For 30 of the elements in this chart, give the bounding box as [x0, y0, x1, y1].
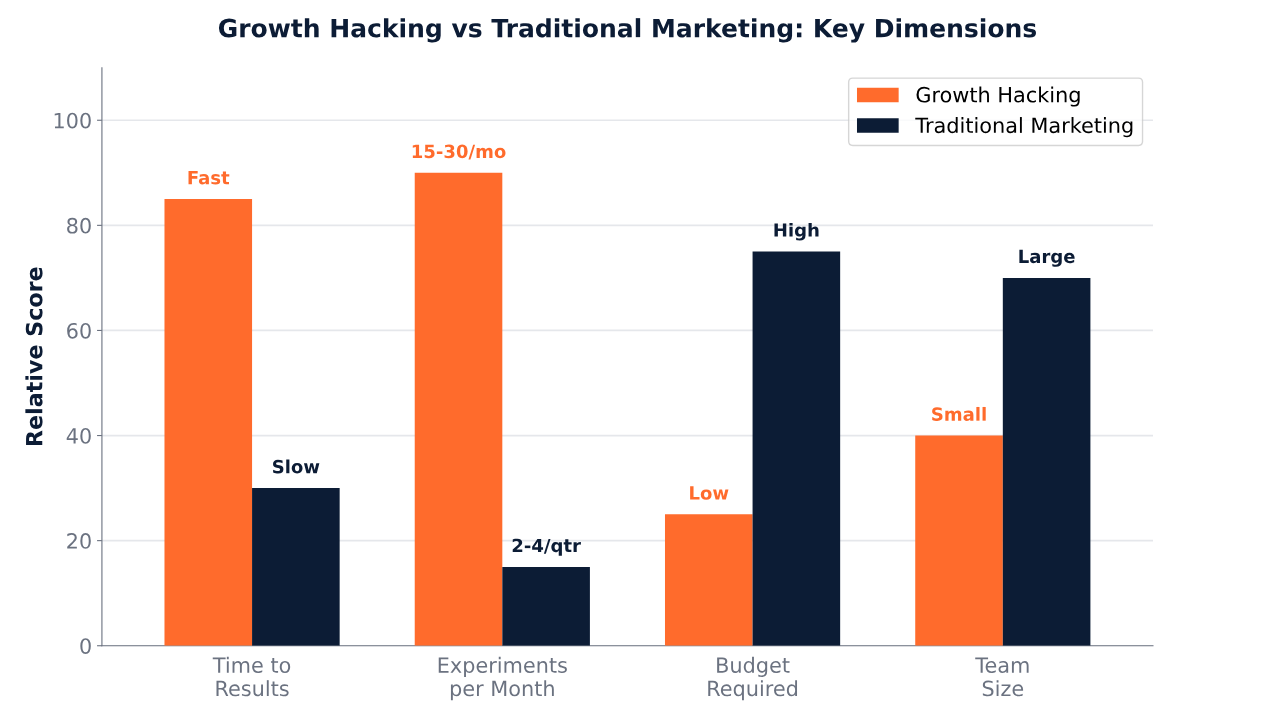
bar — [752, 251, 841, 646]
bar — [664, 514, 753, 646]
x-tick-label: Time to Results — [212, 656, 291, 697]
data-label: Large — [1019, 249, 1075, 267]
data-label: Low — [690, 486, 729, 500]
legend-label: Growth Hacking — [916, 86, 1080, 107]
y-tick-label: 0 — [80, 638, 91, 654]
y-tick-label: 40 — [66, 428, 91, 444]
bar — [414, 172, 503, 646]
y-tick-label: 80 — [67, 217, 91, 234]
y-tick-label: 60 — [67, 322, 91, 339]
x-tick-label: Team Size — [975, 657, 1029, 697]
y-axis-title: Relative Score — [25, 267, 43, 446]
legend-label: Traditional Marketing — [915, 117, 1133, 138]
data-label: 15-30/mo — [412, 144, 506, 160]
y-tick-label: 100 — [54, 112, 91, 129]
x-tick-label: Experiments per Month — [438, 656, 567, 701]
x-tick-label: Budget Required — [708, 656, 798, 701]
bar — [502, 566, 590, 646]
data-label: Small — [932, 406, 986, 421]
chart-title: Growth Hacking vs Traditional Marketing: Key Dimensions — [218, 18, 1037, 43]
data-label: Slow — [273, 459, 320, 474]
data-label: Fast — [188, 171, 230, 185]
bar — [915, 435, 1003, 646]
bar — [1002, 277, 1091, 646]
bar — [164, 199, 253, 646]
y-tick-label: 20 — [67, 533, 91, 549]
bar — [252, 488, 340, 646]
data-label: High — [774, 222, 819, 241]
data-label: 2-4/qtr — [512, 538, 581, 556]
